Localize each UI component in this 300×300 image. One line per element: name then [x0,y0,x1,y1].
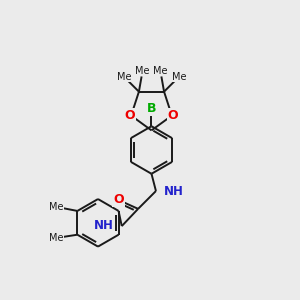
Text: NH: NH [164,184,184,197]
Text: Me: Me [49,233,63,243]
Text: O: O [124,109,135,122]
Text: O: O [113,193,124,206]
Text: B: B [147,103,156,116]
Text: Me: Me [135,66,150,76]
Text: O: O [168,109,178,122]
Text: Me: Me [153,66,168,76]
Text: NH: NH [94,219,113,232]
Text: Me: Me [172,71,186,82]
Text: Me: Me [49,202,63,212]
Text: Me: Me [116,71,131,82]
